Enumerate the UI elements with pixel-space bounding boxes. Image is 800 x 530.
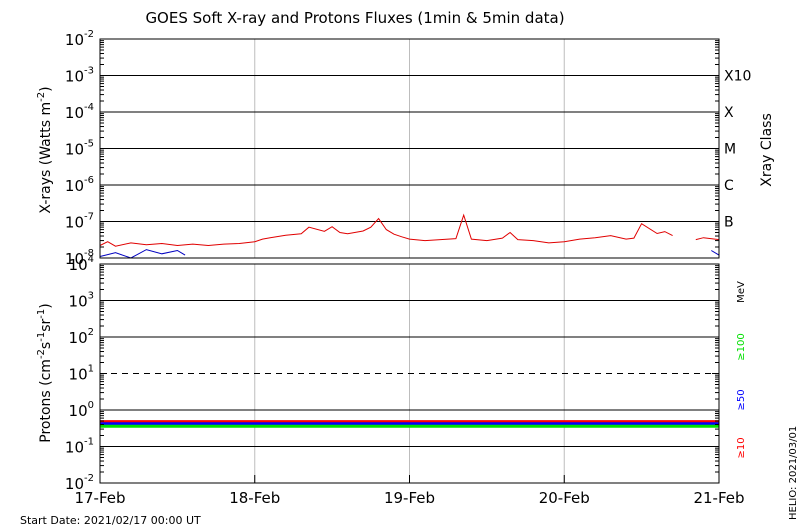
tick-base: 10 [69, 402, 88, 420]
tick-exponent: 1 [88, 364, 94, 375]
xray-class-label: X10 [724, 69, 751, 85]
tick-exponent: -2 [84, 473, 94, 484]
y-tick-label: 100 [69, 400, 94, 420]
proton-ylabel-sup1: -2 [36, 349, 47, 359]
y-tick-label: 10-1 [65, 437, 94, 457]
xray-series [99, 213, 720, 259]
tick-exponent: -4 [84, 102, 94, 113]
tick-base: 10 [65, 31, 84, 49]
y-tick-label: 101 [69, 364, 94, 384]
tick-exponent: -1 [84, 437, 94, 448]
tick-base: 10 [65, 141, 84, 159]
proton-ylabel-mid2: sr [38, 318, 54, 331]
y-tick-label: 104 [69, 254, 94, 274]
y-tick-label: 10-3 [65, 66, 94, 86]
tick-base: 10 [65, 104, 84, 122]
tick-base: 10 [65, 177, 84, 195]
x-axis-ticks: 17-Feb 18-Feb 19-Feb 20-Feb 21-Feb [74, 475, 745, 507]
y-tick-label: 10-5 [65, 139, 94, 159]
tick-exponent: -3 [84, 66, 94, 77]
tick-exponent: 2 [88, 327, 94, 338]
xray-long-line [695, 237, 720, 241]
xray-y-ticks: 10-210-310-410-510-610-710-8 [65, 29, 719, 268]
tick-exponent: -5 [84, 139, 94, 150]
xray-class-label: M [724, 142, 736, 158]
tick-exponent: 0 [88, 400, 94, 411]
y-tick-label: 102 [69, 327, 94, 347]
xray-grid [100, 75, 719, 222]
legend-p100: ≥100 [736, 333, 747, 360]
xray-long-line [99, 213, 673, 247]
x-tick-label: 19-Feb [384, 489, 435, 507]
proton-grid [100, 300, 719, 447]
tick-exponent: 4 [88, 254, 94, 265]
y-tick-label: 10-2 [65, 473, 94, 493]
tick-base: 10 [69, 329, 88, 347]
x-tick-label: 20-Feb [539, 489, 590, 507]
x-tick-label: 18-Feb [229, 489, 280, 507]
proton-ylabel-close: ) [38, 303, 54, 308]
proton-ylabel: Protons (cm-2s-1sr-1) [36, 303, 54, 442]
start-date: Start Date: 2021/02/17 00:00 UT [20, 514, 201, 527]
xray-class-axis-label: Xray Class [759, 113, 775, 187]
y-tick-label: 10-4 [65, 102, 94, 122]
proton-ylabel-sup3: -1 [36, 309, 47, 319]
tick-base: 10 [69, 256, 88, 274]
xray-class-label: X [724, 105, 734, 121]
tick-base: 10 [65, 475, 84, 493]
legend-p50: ≥50 [736, 389, 747, 410]
helio-stamp: HELIO: 2021/03/01 [788, 426, 799, 520]
tick-base: 10 [65, 68, 84, 86]
xray-class-label: C [724, 178, 734, 194]
x-tick-label: 21-Feb [693, 489, 744, 507]
tick-base: 10 [69, 366, 88, 384]
tick-base: 10 [65, 214, 84, 232]
y-tick-label: 10-7 [65, 212, 94, 232]
legend-p10: ≥10 [736, 437, 747, 458]
xray-ylabel-sup: -2 [36, 92, 47, 102]
tick-exponent: -8 [84, 248, 94, 259]
xray-ylabel-main: X-rays (Watts m [38, 102, 54, 214]
tick-exponent: 3 [88, 291, 94, 302]
proton-ylabel-main: Protons (cm [38, 359, 54, 443]
y-tick-label: 103 [69, 291, 94, 311]
xray-ylabel-close: ) [38, 86, 54, 91]
xray-class-labels: X10 X M C B [724, 69, 751, 231]
tick-exponent: -2 [84, 29, 94, 40]
proton-ylabel-sup2: -1 [36, 332, 47, 342]
xray-short-line [99, 249, 186, 259]
xray-class-label: B [724, 215, 734, 231]
xray-ylabel: X-rays (Watts m-2) [36, 86, 54, 213]
tick-exponent: -6 [84, 175, 94, 186]
xray-short-line [711, 250, 720, 256]
proton-unit-label: MeV [736, 281, 747, 303]
x-tick-label: 17-Feb [74, 489, 125, 507]
y-tick-label: 10-8 [65, 248, 94, 268]
y-tick-label: 10-6 [65, 175, 94, 195]
proton-series [100, 420, 719, 428]
y-tick-label: 10-2 [65, 29, 94, 49]
chart-title: GOES Soft X-ray and Protons Fluxes (1min… [145, 9, 564, 27]
proton-ylabel-mid1: s [38, 342, 54, 349]
tick-exponent: -7 [84, 212, 94, 223]
tick-base: 10 [65, 250, 84, 268]
tick-base: 10 [69, 293, 88, 311]
tick-base: 10 [65, 439, 84, 457]
